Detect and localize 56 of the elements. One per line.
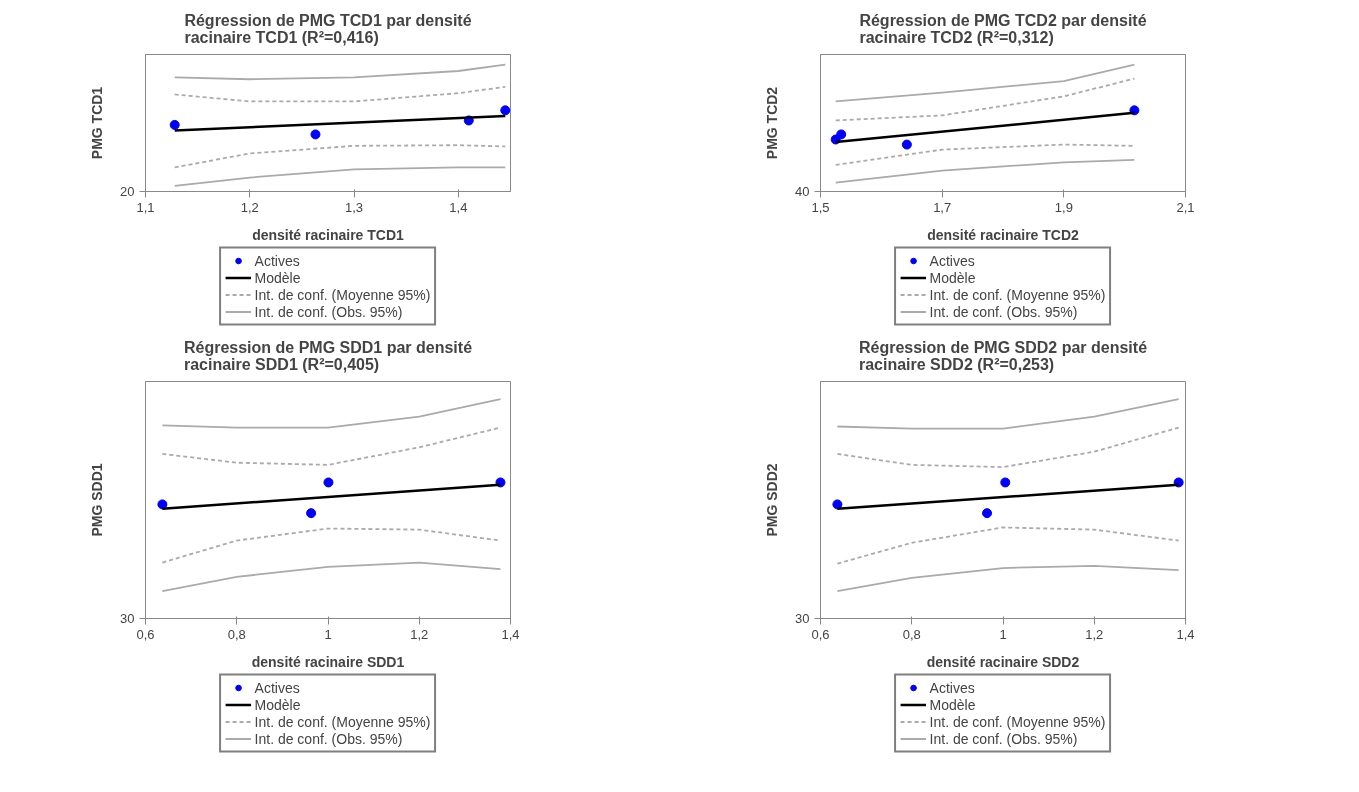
x-tick-label: 1,7	[933, 199, 952, 215]
text: 30	[795, 611, 810, 626]
x-tick-label: 1,9	[1054, 199, 1073, 215]
point	[836, 129, 847, 140]
x-tick-label: 2,1	[1176, 199, 1195, 215]
legend-label: Int. de conf. (Moyenne 95%)	[929, 286, 1106, 303]
x-tick-label: 1,2	[1085, 626, 1104, 642]
point	[500, 105, 511, 116]
legend-label: Actives	[929, 252, 975, 269]
y-axis-title: PMG SDD1	[89, 463, 106, 537]
x-axis-title: densité racinaire SDD2	[926, 653, 1080, 670]
x-tick-label: 1	[999, 626, 1007, 642]
legend-label: Modèle	[929, 269, 976, 286]
legend-label: Modèle	[929, 696, 976, 713]
legend-label: Actives	[929, 679, 975, 696]
x-tick-label: 1,4	[501, 626, 520, 642]
x-axis-title: densité racinaire SDD1	[251, 653, 405, 670]
point	[169, 119, 180, 130]
legend-label: Actives	[254, 252, 300, 269]
x-tick-label: 0,6	[136, 626, 155, 642]
chart-title: Régression de PMG SDD2 par densité racinaire SDD2 (R²=0,253)	[858, 338, 1148, 373]
x-tick-label: 1,1	[136, 199, 155, 215]
x-tick-label: 1,5	[811, 199, 830, 215]
legend-label: Modèle	[254, 696, 301, 713]
x-tick-label: 1,4	[1176, 626, 1195, 642]
x-axis-title: densité racinaire TCD2	[927, 226, 1080, 243]
x-axis-title: densité racinaire TCD1	[252, 226, 405, 243]
legend-label: Modèle	[254, 269, 301, 286]
chart-title: Régression de PMG SDD1 par densité racinaire SDD1 (R²=0,405)	[183, 338, 473, 373]
x-tick-label: 1,3	[345, 199, 364, 215]
legend-label: Int. de conf. (Obs. 95%)	[254, 730, 403, 747]
x-tick-label: 1,2	[240, 199, 259, 215]
x-tick-label: 1,4	[449, 199, 468, 215]
point	[310, 129, 321, 140]
x-tick-label: 1,2	[410, 626, 429, 642]
legend-label: Int. de conf. (Moyenne 95%)	[254, 286, 431, 303]
y-axis-title: PMG SDD2	[764, 463, 781, 537]
text: 20	[120, 184, 135, 199]
y-axis-title: PMG TCD2	[764, 86, 781, 160]
point	[1129, 105, 1140, 116]
x-tick-label: 1	[324, 626, 332, 642]
y-axis-title: PMG TCD1	[89, 86, 106, 160]
text: 30	[120, 611, 135, 626]
legend-label: Actives	[254, 679, 300, 696]
legend-label: Int. de conf. (Moyenne 95%)	[254, 713, 431, 730]
x-tick-label: 0,6	[811, 626, 830, 642]
legend-label: Int. de conf. (Obs. 95%)	[929, 303, 1078, 320]
point	[901, 139, 912, 150]
legend-label: Int. de conf. (Obs. 95%)	[254, 303, 403, 320]
x-tick-label: 0,8	[227, 626, 246, 642]
legend-label: Int. de conf. (Obs. 95%)	[929, 730, 1078, 747]
x-tick-label: 0,8	[902, 626, 921, 642]
chart-title: Régression de PMG TCD2 par densité racinaire TCD2 (R²=0,312)	[859, 11, 1147, 46]
legend-label: Int. de conf. (Moyenne 95%)	[929, 713, 1106, 730]
text: 40	[795, 184, 810, 199]
chart-title: Régression de PMG TCD1 par densité racinaire TCD1 (R²=0,416)	[184, 11, 472, 46]
